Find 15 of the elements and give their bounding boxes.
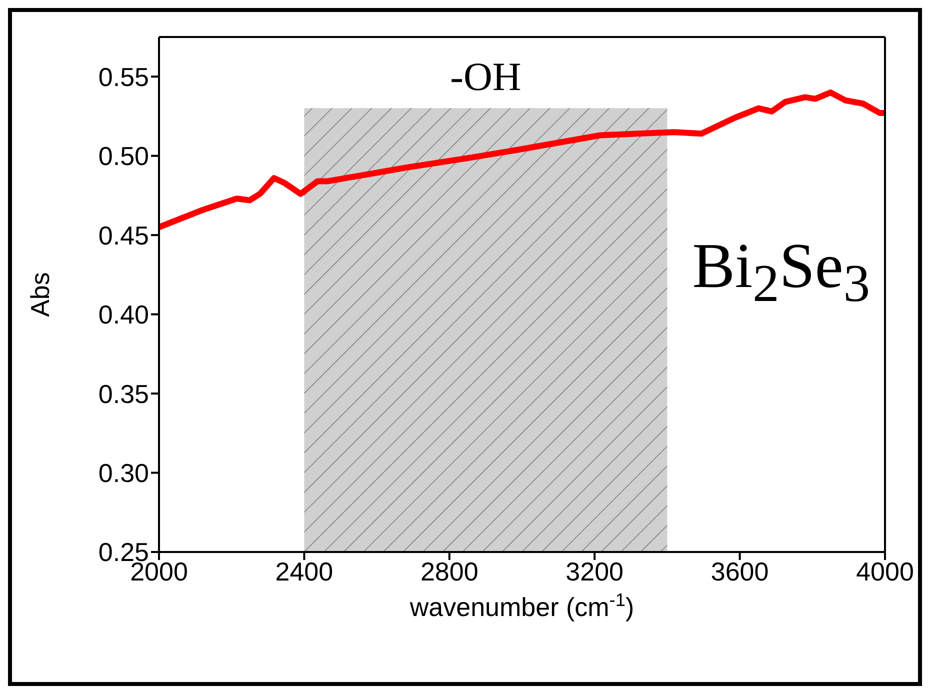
y-tick-label: 0.50 [98, 141, 149, 172]
x-axis-title: wavenumber (cm$^{-1}$) [408, 590, 634, 622]
x-tick-label: 3200 [566, 556, 624, 586]
y-tick-label: 0.40 [98, 300, 149, 330]
annotation: Bi$_{2}$Se$_{3}$ [692, 230, 870, 313]
y-tick-label: 0.55 [98, 62, 149, 92]
y-tick-label: 0.30 [98, 458, 149, 488]
x-tick-label: 2800 [420, 556, 478, 586]
x-tick-label: 4000 [856, 556, 914, 586]
y-axis-title: Abs [24, 272, 55, 317]
x-tick-label: 3600 [710, 556, 769, 586]
band-label: -OH [450, 54, 522, 100]
y-tick-label: 0.35 [98, 378, 149, 409]
x-tick-label: 2400 [275, 556, 334, 586]
y-tick-label: 0.45 [98, 220, 149, 250]
